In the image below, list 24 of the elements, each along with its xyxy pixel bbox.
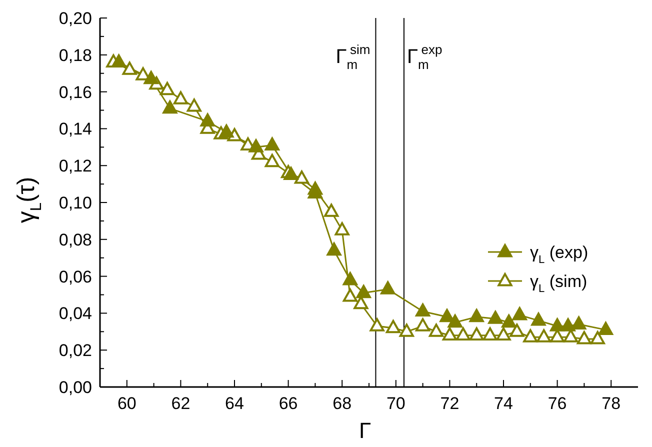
y-tick-label: 0,14 — [58, 120, 92, 139]
x-tick-label: 70 — [386, 394, 406, 413]
y-tick-label: 0,06 — [58, 267, 92, 286]
legend-label: γ$_{L}$ (sim) — [530, 272, 588, 296]
x-tick-label: 64 — [225, 394, 244, 413]
x-axis-title: Γ — [358, 418, 372, 443]
x-tick-label: 72 — [440, 394, 460, 413]
x-tick-label: 74 — [494, 394, 513, 413]
y-tick-label: 0,00 — [58, 378, 92, 397]
x-tick-label: 78 — [602, 394, 621, 413]
y-tick-label: 0,08 — [58, 230, 92, 250]
y-tick-label: 0,16 — [58, 82, 92, 102]
y-tick-label: 0,02 — [58, 341, 92, 360]
x-tick-label: 62 — [171, 394, 190, 413]
x-tick-label: 68 — [332, 394, 352, 413]
legend-label: γ$_{L}$ (exp) — [530, 243, 588, 266]
x-tick-label: 66 — [278, 394, 298, 413]
y-tick-label: 0,12 — [58, 156, 92, 176]
x-tick-label: 76 — [548, 394, 567, 413]
y-tick-label: 0,20 — [58, 9, 92, 28]
x-tick-label: 60 — [117, 394, 136, 413]
y-tick-label: 0,10 — [58, 194, 92, 212]
y-tick-label: 0,18 — [58, 46, 92, 65]
y-tick-label: 0,04 — [58, 304, 92, 324]
